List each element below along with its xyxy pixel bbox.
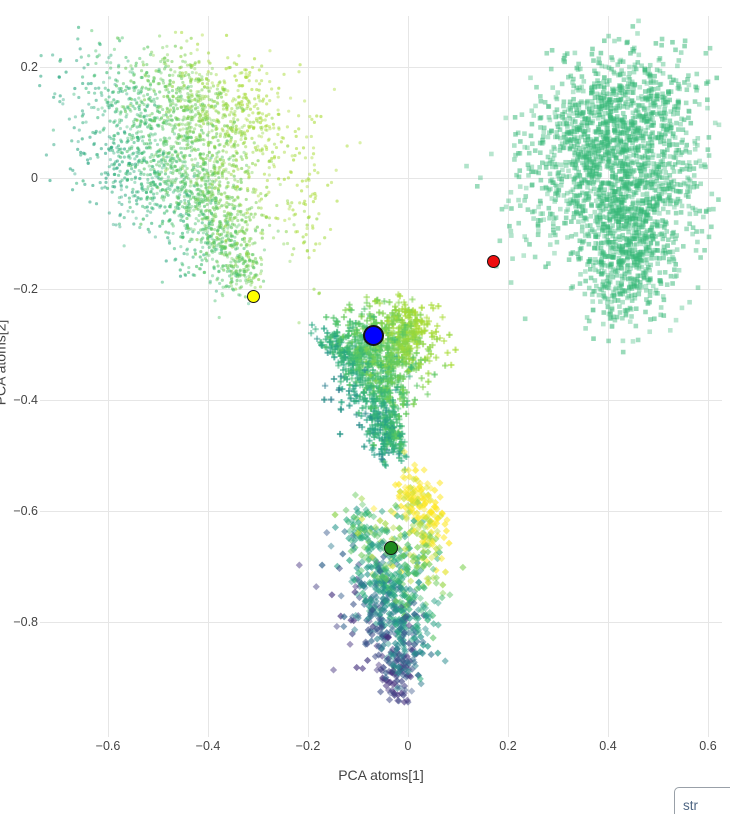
y-tick-label: −0.2 — [13, 281, 38, 296]
x-tick-label: 0.6 — [699, 739, 717, 753]
highlight-point-yellow[interactable] — [246, 290, 260, 304]
text-input-value: str — [683, 798, 698, 813]
x-tick-label: −0.4 — [195, 739, 221, 753]
text-input[interactable]: str — [674, 787, 730, 814]
y-axis-title: PCA atoms[2] — [0, 319, 9, 406]
highlight-point-green[interactable] — [384, 540, 398, 555]
y-tick-label: −0.4 — [13, 392, 38, 407]
highlight-point-blue[interactable] — [362, 325, 384, 347]
x-axis-title: PCA atoms[1] — [338, 767, 424, 783]
y-tick-label: 0.2 — [20, 59, 38, 74]
x-tick-label: 0.2 — [499, 739, 517, 753]
y-tick-label: −0.6 — [13, 503, 38, 518]
x-tick-label: 0 — [404, 739, 412, 753]
x-tick-label: −0.2 — [295, 739, 321, 753]
highlight-point-red[interactable] — [486, 255, 500, 269]
x-tick-label: 0.4 — [599, 739, 617, 753]
y-tick-label: −0.8 — [13, 614, 38, 629]
y-tick-label: 0 — [31, 170, 38, 185]
x-tick-label: −0.6 — [95, 739, 121, 753]
